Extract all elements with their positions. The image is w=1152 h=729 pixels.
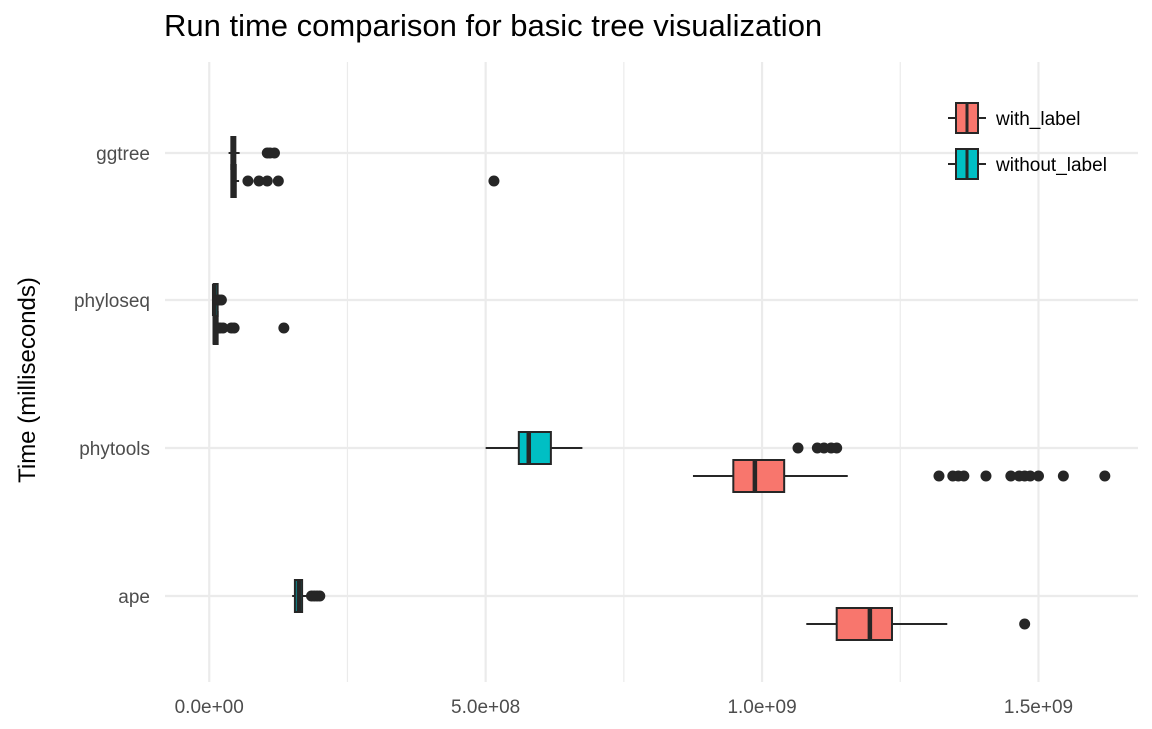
outlier-point xyxy=(1024,470,1036,482)
outlier-point xyxy=(253,175,265,187)
outlier-point xyxy=(1005,470,1017,482)
outlier-point xyxy=(831,442,843,454)
x-tick-label: 1.5e+09 xyxy=(1004,697,1073,718)
y-tick-label: phyloseq xyxy=(74,291,150,312)
x-tick-label: 1.0e+09 xyxy=(727,697,796,718)
box-without_label xyxy=(517,431,552,465)
outlier-point xyxy=(792,442,804,454)
outlier-point xyxy=(314,590,326,602)
outlier-point xyxy=(958,470,970,482)
outlier-point xyxy=(268,147,280,159)
outlier-point xyxy=(278,322,290,334)
outlier-point xyxy=(1032,470,1044,482)
outlier-point xyxy=(272,175,284,187)
outlier-point xyxy=(242,175,254,187)
legend-label: with_label xyxy=(995,109,1081,130)
box-with_label xyxy=(732,459,786,493)
y-tick-label: ape xyxy=(118,587,150,608)
outlier-point xyxy=(1019,618,1031,630)
outlier-point xyxy=(488,175,500,187)
legend-label: without_label xyxy=(995,155,1107,176)
y-tick-label: phytools xyxy=(79,439,150,460)
chart-title: Run time comparison for basic tree visua… xyxy=(164,8,823,43)
box-with_label xyxy=(835,607,893,641)
outlier-point xyxy=(980,470,992,482)
outlier-point xyxy=(215,294,227,306)
outlier-point xyxy=(1057,470,1069,482)
x-tick-label: 5.0e+08 xyxy=(451,697,520,718)
outlier-point xyxy=(1099,470,1111,482)
x-tick-label: 0.0e+00 xyxy=(175,697,244,718)
outlier-point xyxy=(261,175,273,187)
outlier-point xyxy=(933,470,945,482)
outlier-point xyxy=(217,322,229,334)
y-tick-label: ggtree xyxy=(96,144,150,165)
outlier-point xyxy=(228,322,240,334)
